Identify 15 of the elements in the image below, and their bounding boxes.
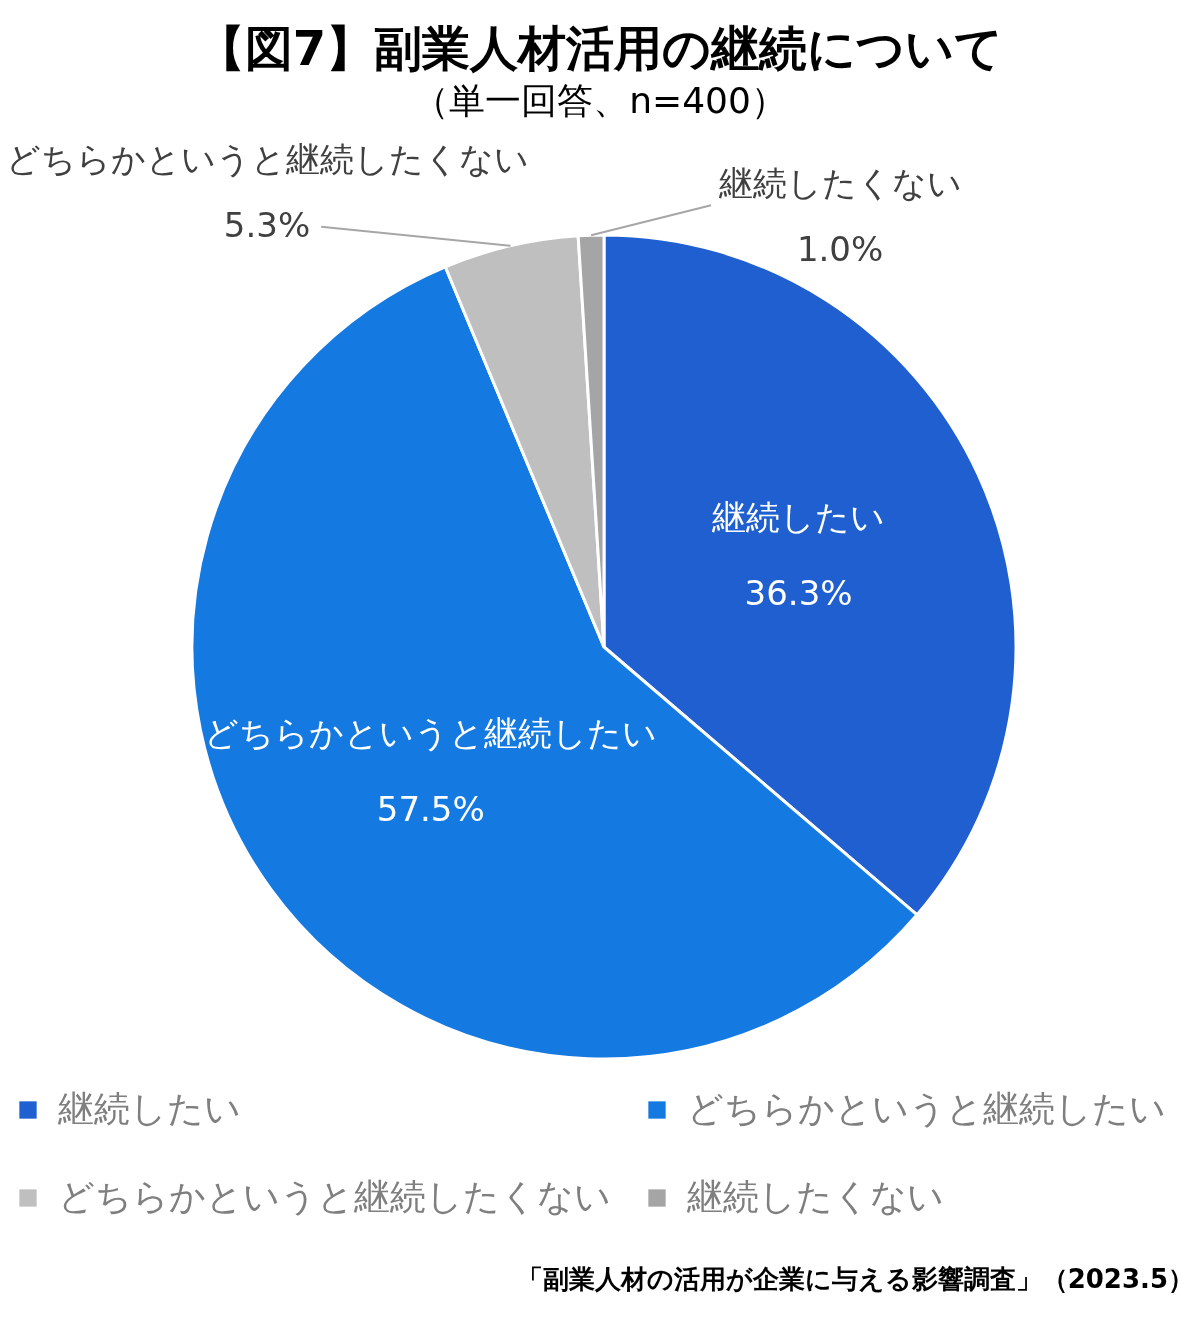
text: 「副業人材の活用が企業に与える影響調査」（2023.5） [516, 1264, 1194, 1294]
legend-label: 継続したくない [686, 1176, 944, 1217]
data-label: 36.3% [744, 573, 853, 614]
slice-label: どちらかというと継続したい [204, 713, 658, 754]
chart-title: 【図7】副業人材活用の継続について [196, 20, 1004, 76]
slice-label: 継続したくない [717, 163, 962, 204]
data-label: 5.3% [223, 204, 311, 245]
data-label: 57.5% [376, 789, 485, 830]
data-label: 1.0% [796, 229, 884, 270]
chart-subtitle: （単一回答、n=400） [413, 80, 787, 121]
legend-label: どちらかというと継続したい [687, 1088, 1166, 1129]
slice-label: 継続したい [711, 497, 886, 538]
slice-label: どちらかというと継続したくない [5, 138, 529, 179]
legend-label: どちらかというと継続したくない [58, 1176, 611, 1217]
legend-label: 継続したい [57, 1088, 241, 1129]
